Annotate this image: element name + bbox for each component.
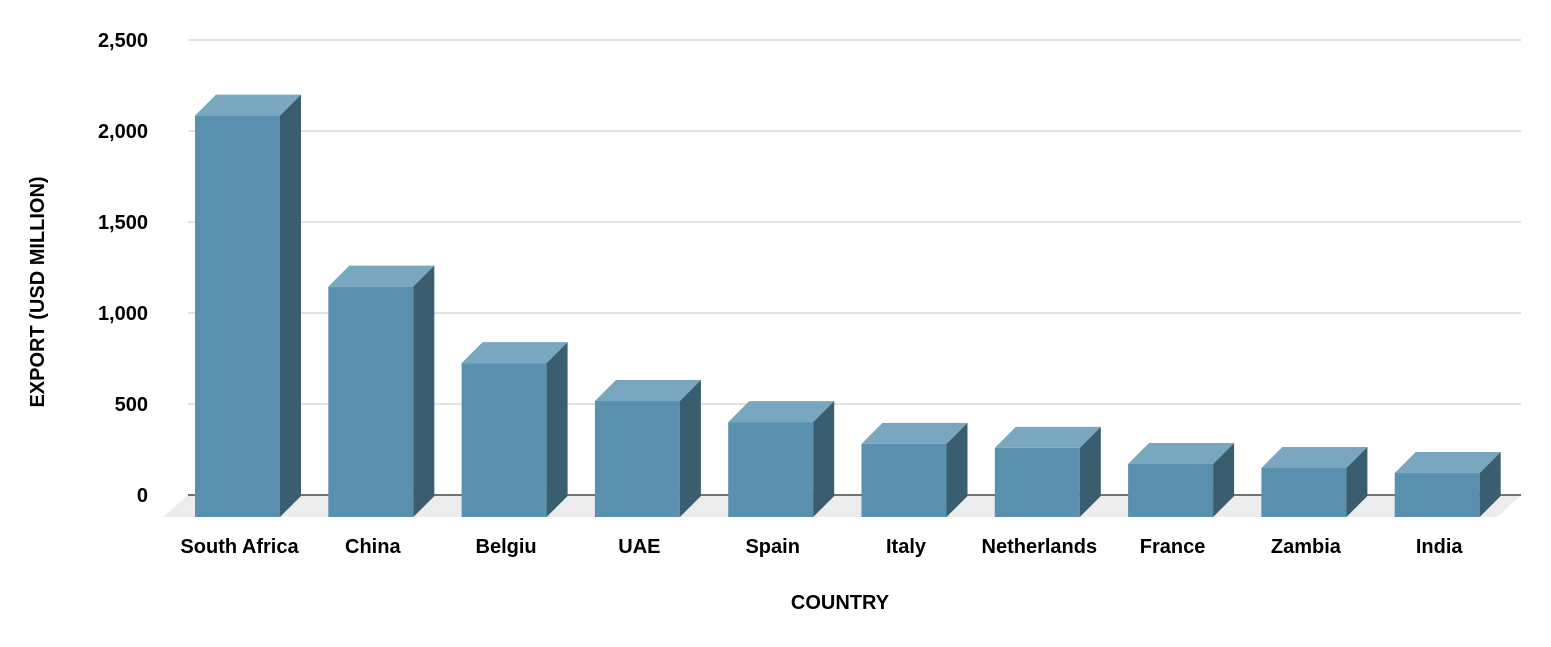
bar-top — [1394, 452, 1501, 474]
bar-top — [461, 342, 568, 364]
bar — [1128, 442, 1235, 517]
bar-side — [1479, 452, 1501, 517]
x-tick-label: Spain — [745, 536, 799, 558]
bar-side — [679, 379, 701, 517]
bar — [328, 265, 435, 517]
y-tick-label: 2,500 — [98, 30, 148, 52]
x-tick-label: Zambia — [1271, 536, 1342, 558]
bar-front — [728, 422, 814, 517]
bar — [861, 422, 968, 517]
x-tick-labels: South Africa China Belgiu UAE Spain Italy Neth… — [180, 536, 1463, 558]
bar — [461, 342, 568, 517]
y-tick-label: 0 — [137, 485, 148, 507]
bar-top — [195, 94, 301, 116]
bar-front — [861, 443, 947, 517]
bar-side — [1079, 426, 1101, 517]
y-tick-label: 500 — [115, 394, 148, 416]
x-tick-label: South Africa — [180, 536, 299, 558]
bar-top — [328, 265, 435, 287]
x-tick-label: Belgiu — [476, 536, 537, 558]
bar-side — [1213, 442, 1235, 517]
x-tick-label: Italy — [886, 536, 927, 558]
bar — [728, 401, 835, 517]
bar-side — [280, 94, 301, 517]
bar-top — [1128, 442, 1235, 464]
bar-top — [594, 379, 701, 401]
bar-side — [413, 265, 435, 517]
bar-front — [1394, 473, 1480, 517]
bar-side — [946, 422, 968, 517]
bar-front — [195, 115, 280, 517]
bar-side — [1346, 446, 1368, 517]
x-tick-label: India — [1416, 536, 1464, 558]
bar-front — [1128, 463, 1214, 517]
bar-top — [861, 422, 968, 444]
bar-top — [728, 401, 835, 423]
x-tick-label: China — [345, 536, 401, 558]
bar-top — [994, 426, 1101, 448]
bar-front — [461, 363, 547, 517]
y-tick-labels: 0 500 1,000 1,500 2,000 2,500 — [98, 30, 148, 507]
x-axis-title: COUNTRY — [791, 592, 890, 614]
x-tick-label: Netherlands — [982, 536, 1098, 558]
bar-front — [994, 447, 1080, 517]
bars — [195, 94, 1501, 517]
y-tick-label: 1,500 — [98, 212, 148, 234]
x-tick-label: France — [1140, 536, 1206, 558]
x-tick-label: UAE — [618, 536, 660, 558]
bar-front — [594, 400, 680, 517]
bar — [594, 379, 701, 517]
bar — [994, 426, 1101, 517]
bar — [1394, 452, 1501, 517]
bar — [1261, 446, 1368, 517]
bar-side — [813, 401, 835, 517]
bar-side — [546, 342, 568, 517]
bar-top — [1261, 446, 1368, 468]
bar-front — [328, 286, 414, 517]
bar-front — [1261, 467, 1347, 517]
bar — [195, 94, 301, 517]
y-axis-title: EXPORT (USD MILLION) — [27, 176, 49, 407]
y-tick-label: 1,000 — [98, 303, 148, 325]
y-tick-label: 2,000 — [98, 121, 148, 143]
